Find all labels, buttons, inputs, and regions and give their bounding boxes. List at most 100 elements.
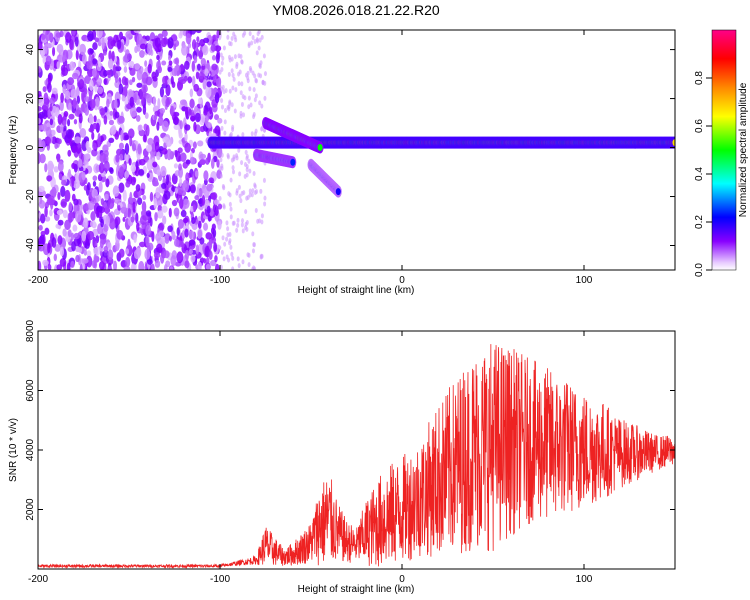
heatmap-cell — [125, 256, 131, 268]
heatmap-cell — [154, 212, 158, 222]
heatmap-cell — [73, 118, 78, 125]
heatmap-cell — [129, 191, 133, 204]
heatmap-cell — [228, 54, 232, 60]
heatmap-cell — [176, 251, 184, 264]
heatmap-cell — [241, 32, 245, 38]
heatmap-cell — [198, 49, 203, 60]
heatmap-cell — [196, 36, 200, 43]
heatmap-cell — [165, 97, 170, 108]
heatmap-cell — [154, 110, 161, 117]
heatmap-cell — [61, 67, 69, 77]
heatmap-cell — [169, 105, 174, 117]
heatmap-cell — [105, 69, 113, 76]
heatmap-cell — [138, 158, 146, 166]
heatmap-cell — [59, 100, 64, 112]
heatmap-cell — [214, 92, 220, 104]
heatmap-cell — [199, 153, 207, 160]
heatmap-cell — [131, 143, 137, 152]
heatmap-cell — [177, 218, 184, 229]
heatmap-cell — [106, 98, 110, 108]
x-tick-label: -200 — [28, 275, 48, 286]
heatmap-cell — [91, 131, 95, 140]
heatmap-cell — [226, 34, 230, 40]
heatmap-cell — [235, 227, 239, 233]
heatmap-cell — [150, 263, 155, 270]
heatmap-cell — [73, 236, 81, 247]
heatmap-cell — [129, 67, 136, 76]
heatmap-x-axis-label: Height of straight line (km) — [298, 285, 415, 296]
heatmap-cell — [53, 253, 57, 262]
heatmap-cell — [92, 122, 98, 130]
heatmap-cell — [233, 108, 237, 114]
heatmap-cell — [226, 226, 230, 232]
heatmap-cell — [89, 79, 94, 92]
colorbar-tick-label: 0.2 — [694, 215, 705, 229]
heatmap-cell — [100, 198, 105, 206]
heatmap-cell — [47, 264, 52, 270]
heatmap-cell — [247, 158, 251, 164]
x-tick-label: -100 — [210, 574, 230, 585]
heatmap-cell — [251, 35, 255, 41]
heatmap-cell — [220, 86, 224, 92]
heatmap-cell — [182, 198, 190, 209]
heatmap-cell — [107, 58, 114, 69]
heatmap-cell — [113, 198, 121, 204]
heatmap-cell — [115, 154, 120, 163]
heatmap-cell — [140, 38, 147, 46]
heatmap-cell — [251, 188, 255, 194]
heatmap-cell — [205, 257, 210, 265]
heatmap-cell — [149, 217, 153, 227]
heatmap-cell — [185, 159, 191, 165]
heatmap-cell — [149, 191, 154, 202]
heatmap-cell — [161, 60, 167, 66]
heatmap-cell — [92, 175, 98, 181]
colorbar-tick-label: 0.8 — [694, 71, 705, 85]
heatmap-cell — [60, 123, 64, 134]
heatmap-cell — [179, 99, 187, 106]
heatmap-cell — [110, 198, 115, 204]
heatmap-cell — [192, 204, 196, 211]
heatmap-cell — [57, 191, 61, 201]
heatmap-cell — [96, 77, 103, 85]
heatmap-cell — [153, 252, 161, 259]
heatmap-cell — [232, 169, 236, 175]
heatmap-cell — [239, 198, 243, 204]
y-tick-label: 4000 — [25, 438, 36, 461]
heatmap-cell — [191, 39, 197, 50]
heatmap-cell — [44, 216, 51, 222]
heatmap-cell — [152, 76, 158, 82]
heatmap-cell — [86, 60, 93, 70]
heatmap-cell — [231, 72, 235, 78]
heatmap-cell — [213, 199, 220, 206]
heatmap-cell — [78, 247, 83, 253]
heatmap-cell — [99, 107, 106, 116]
heatmap-cell — [59, 30, 64, 38]
heatmap-cell — [105, 178, 110, 188]
heatmap-cell — [62, 84, 67, 95]
heatmap-cell — [124, 77, 129, 86]
heatmap-cell — [211, 192, 218, 200]
heatmap-cell — [167, 225, 173, 233]
heatmap-cell — [220, 165, 224, 171]
heatmap-cell — [118, 142, 125, 150]
heatmap-cell — [220, 98, 224, 104]
heatmap-cell — [78, 158, 83, 168]
heatmap-cell — [41, 34, 46, 40]
heatmap-cell — [118, 248, 125, 258]
heatmap-cell — [159, 112, 163, 120]
heatmap-cell — [75, 254, 80, 263]
heatmap-cell — [92, 67, 97, 78]
heatmap-cell — [124, 152, 129, 163]
heatmap-cell — [99, 152, 106, 164]
heatmap-cell — [56, 264, 63, 270]
heatmap-cell — [127, 207, 132, 219]
heatmap-cell — [231, 85, 235, 91]
heatmap-cell — [45, 126, 52, 138]
heatmap-cell — [138, 241, 146, 248]
heatmap-cell — [174, 57, 180, 66]
heatmap-cell — [39, 234, 45, 247]
heatmap-cell — [81, 258, 89, 264]
heatmap-cell — [189, 184, 196, 194]
heatmap-cell — [176, 184, 184, 195]
heatmap-cell — [144, 112, 149, 119]
